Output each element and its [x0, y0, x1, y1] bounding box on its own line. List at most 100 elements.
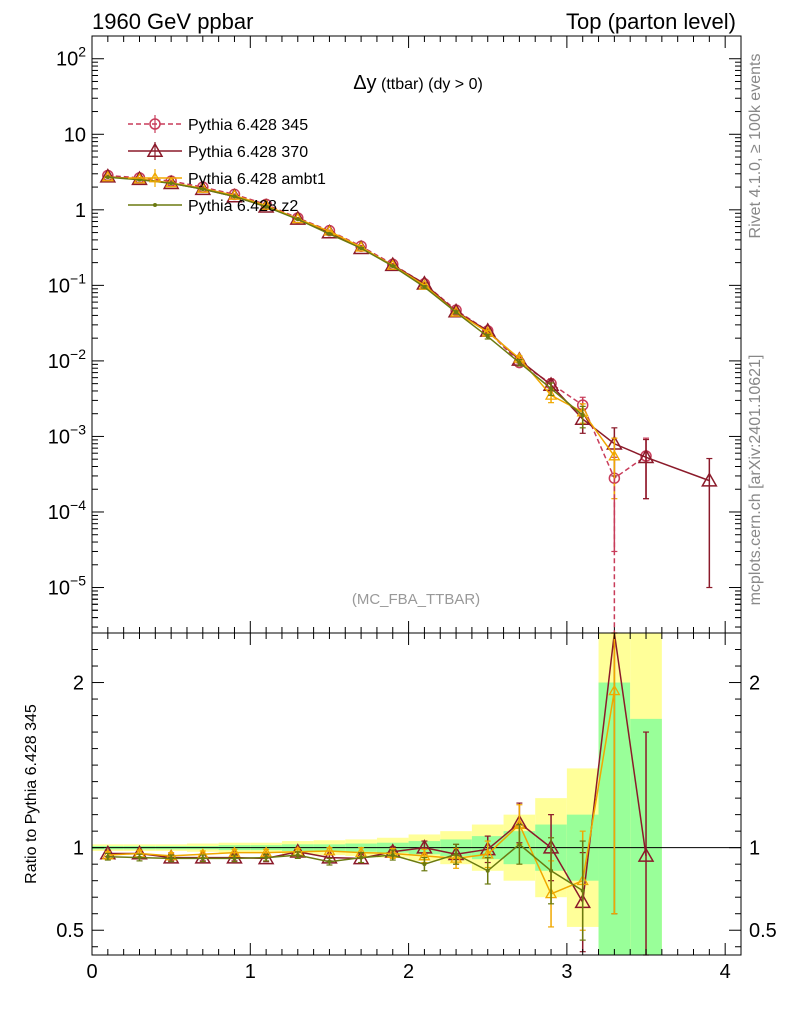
x-tick-label: 1	[245, 961, 256, 983]
dot-marker	[200, 856, 205, 861]
main-series	[99, 168, 718, 633]
y-tick-base: 10	[48, 351, 70, 373]
dot-marker	[485, 334, 490, 339]
legend: Pythia 6.428 345 Pythia 6.428 370 Pythia 6…	[128, 115, 326, 215]
y-tick-base: 10	[48, 502, 70, 524]
ratio-y-tick-label-right: 0.5	[749, 920, 777, 942]
triangle-marker	[449, 305, 463, 317]
dot-marker	[153, 203, 157, 207]
triangle-marker	[196, 182, 209, 193]
dot-marker	[359, 855, 364, 860]
legend-label: Pythia 6.428 345	[188, 117, 308, 134]
dot-marker	[137, 177, 142, 182]
dot-marker	[327, 231, 332, 236]
ratio-y-tick-label-right: 1	[749, 838, 760, 860]
y-tick-exponent: −1	[70, 270, 86, 286]
dot-marker	[454, 852, 459, 857]
dot-marker	[422, 285, 427, 290]
legend-label: Pythia 6.428 ambt1	[188, 171, 326, 188]
header-right: Top (parton level)	[566, 9, 736, 34]
dot-marker	[295, 217, 300, 222]
dot-marker	[454, 310, 459, 315]
rivet-info: Rivet 4.1.0, ≥ 100k events	[747, 54, 764, 239]
dot-marker	[105, 175, 110, 180]
y-tick-base: 1	[75, 200, 86, 222]
legend-label: Pythia 6.428 z2	[188, 198, 298, 215]
dot-marker	[517, 360, 522, 365]
dot-marker	[137, 855, 142, 860]
y-tick-base: 10	[48, 426, 70, 448]
x-axis: 0 1 2 3 4	[86, 633, 731, 983]
ratio-series	[99, 632, 655, 956]
ratio-plot-frame	[91, 632, 742, 956]
ratio-ylabel: Ratio to Pythia 6.428 345	[23, 704, 40, 884]
triangle-marker	[637, 448, 655, 464]
triangle-marker	[99, 168, 117, 183]
ratio-y-axis: 0.5 0.5 1 1 2 2	[56, 649, 777, 948]
title-symbol: Δy	[353, 72, 376, 94]
dot-marker	[549, 868, 554, 873]
triangle-marker	[146, 142, 164, 157]
ratio-y-tick-label: 1	[73, 838, 84, 860]
triangle-marker	[544, 389, 558, 400]
dot-marker	[169, 181, 174, 186]
y-tick-base: 10	[48, 275, 70, 297]
y-tick-label: 10	[64, 124, 86, 146]
y-tick-label: 10−5	[48, 573, 86, 600]
circle-marker	[149, 118, 161, 130]
ratio-panel: 0.5 0.5 1 1 2 2 0 1 2 3 4 Ratio to Pythia 6.428 3…	[23, 632, 777, 983]
header-left: 1960 GeV ppbar	[92, 9, 253, 34]
watermark: (MC_FBA_TTBAR)	[352, 591, 480, 608]
dot-marker	[264, 204, 269, 209]
y-tick-base: 10	[56, 49, 78, 71]
y-tick-exponent: −4	[70, 497, 86, 513]
y-tick-label: 10−2	[48, 346, 86, 373]
x-tick-label: 2	[403, 961, 414, 983]
x-tick-label: 3	[561, 961, 572, 983]
dot-marker	[105, 854, 110, 859]
ratio-y-tick-label: 2	[73, 673, 84, 695]
y-tick-label: 10−3	[48, 421, 86, 448]
dot-marker	[549, 386, 554, 391]
dot-marker	[422, 862, 427, 867]
legend-label: Pythia 6.428 370	[188, 144, 308, 161]
y-tick-exponent: 2	[78, 44, 86, 60]
mcplots-info: mcplots.cern.ch [arXiv:2401.10621]	[747, 355, 764, 606]
main-title: Δy (ttbar) (dy > 0)	[353, 72, 483, 94]
dot-marker	[327, 859, 332, 864]
dot-marker	[232, 856, 237, 861]
y-tick-label: 10−1	[48, 270, 86, 297]
series-line	[107, 176, 584, 416]
triangle-marker	[608, 449, 621, 461]
dot-marker	[390, 264, 395, 269]
triangle-marker	[323, 844, 336, 856]
dot-marker	[295, 853, 300, 858]
dot-marker	[517, 842, 522, 847]
dot-marker	[264, 855, 269, 860]
triangle-marker	[637, 847, 655, 862]
dot-marker	[169, 856, 174, 861]
x-tick-label: 4	[720, 961, 731, 983]
y-tick-label: 102	[56, 44, 86, 71]
y-tick-exponent: −3	[70, 421, 86, 437]
triangle-marker	[608, 684, 621, 696]
y-tick-base: 10	[48, 578, 70, 600]
dot-marker	[580, 413, 585, 418]
dot-marker	[485, 868, 490, 873]
ratio-line	[107, 843, 584, 892]
x-tick-label: 0	[86, 961, 97, 983]
triangle-marker	[447, 303, 465, 318]
y-tick-base: 10	[64, 124, 86, 146]
triangle-marker	[148, 171, 162, 183]
dot-marker	[232, 194, 237, 199]
triangle-marker	[228, 189, 241, 200]
title-rest: (ttbar) (dy > 0)	[377, 76, 483, 93]
ratio-y-tick-label: 0.5	[56, 920, 84, 942]
y-tick-label: 1	[75, 200, 86, 222]
y-tick-label: 10−4	[48, 497, 86, 524]
dot-marker	[580, 888, 585, 893]
y-tick-exponent: −5	[70, 573, 86, 589]
